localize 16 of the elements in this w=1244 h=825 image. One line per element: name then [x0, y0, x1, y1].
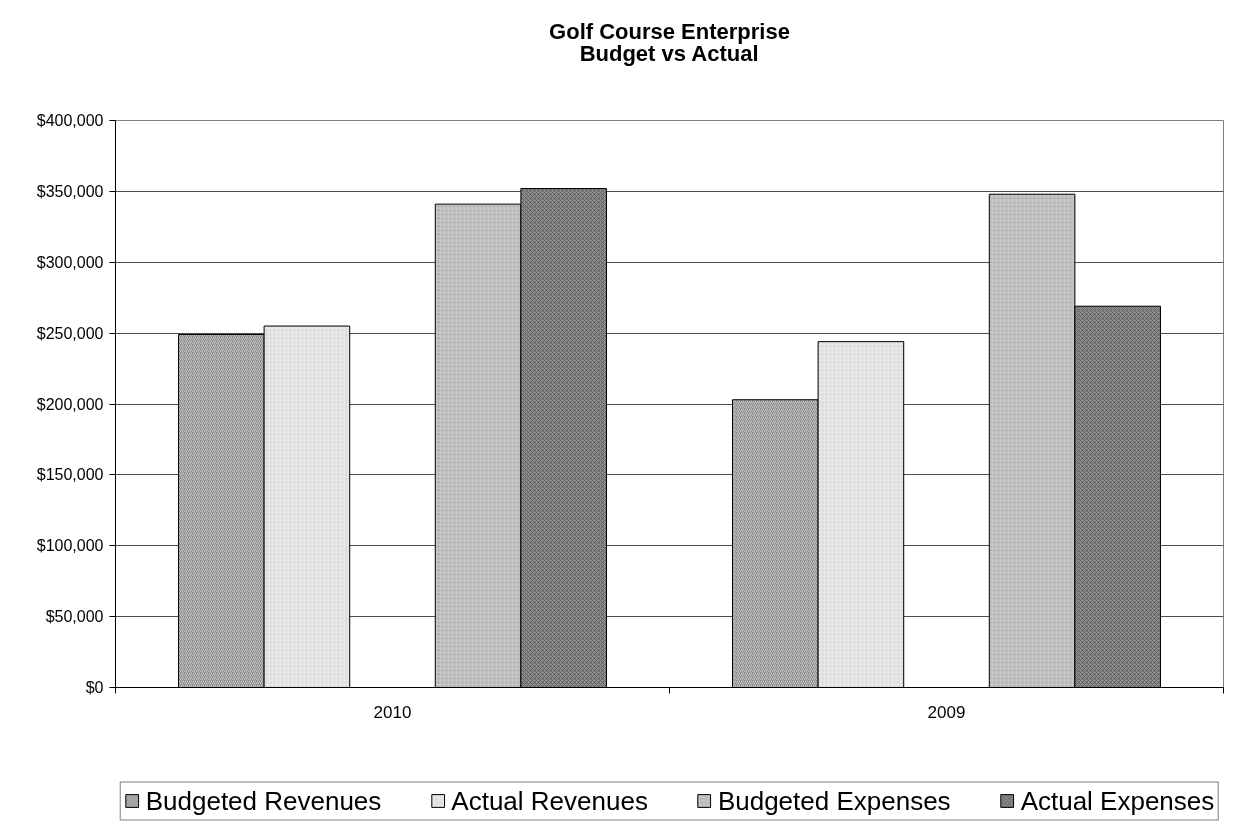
legend-label: Budgeted Expenses — [717, 785, 951, 816]
y-tick-label: $350,000 — [36, 182, 104, 200]
y-tick-label: $100,000 — [36, 537, 104, 555]
y-tick-label: $200,000 — [36, 395, 104, 413]
y-tick-label: $300,000 — [36, 253, 104, 271]
legend-label: Actual Expenses — [1020, 785, 1215, 816]
y-tick-label: $0 — [85, 679, 104, 696]
legend-label: Budgeted Revenues — [145, 785, 382, 816]
y-tick-label: $150,000 — [36, 466, 104, 484]
y-tick-label: $50,000 — [45, 608, 104, 626]
chart-title: Golf Course Enterprise — [549, 18, 790, 44]
x-tick-label: 2009 — [927, 702, 966, 722]
y-tick-label: $250,000 — [36, 324, 104, 342]
x-tick-label: 2010 — [373, 702, 412, 722]
y-tick-label: $400,000 — [36, 112, 104, 129]
legend-label: Actual Revenues — [451, 785, 648, 816]
